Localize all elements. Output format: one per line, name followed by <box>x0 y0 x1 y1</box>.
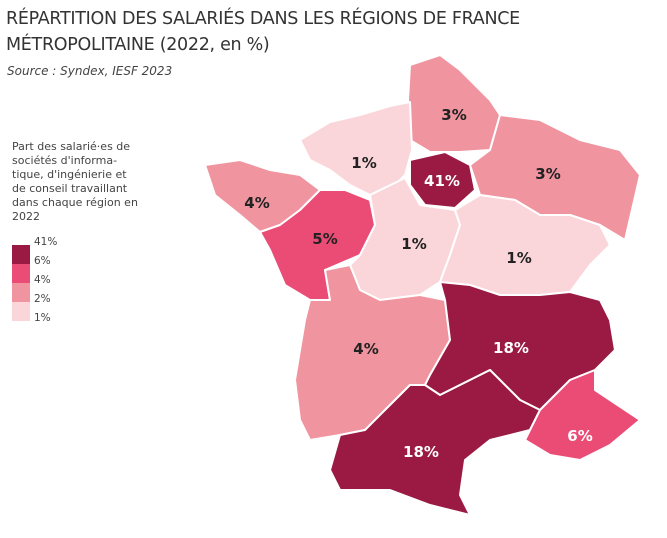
region-ile-de-france[interactable] <box>409 151 476 209</box>
region-label: 18% <box>403 443 439 461</box>
legend-break: 1% <box>34 312 51 324</box>
legend-break: 4% <box>34 274 51 286</box>
region-label: 3% <box>535 165 560 183</box>
region-label: 4% <box>244 194 269 212</box>
region-label: 41% <box>424 172 460 190</box>
map-title: RÉPARTITION DES SALARIÉS DANS LES RÉGION… <box>6 6 520 58</box>
legend-swatch <box>12 264 30 283</box>
source: Source : Syndex, IESF 2023 <box>7 64 173 78</box>
legend-break: 41% <box>34 236 58 248</box>
region-bourgogne-franche-comte[interactable] <box>439 194 611 296</box>
title-line-1: RÉPARTITION DES SALARIÉS DANS LES RÉGION… <box>6 9 520 29</box>
region-label: 4% <box>353 340 378 358</box>
region-hauts-de-france[interactable] <box>407 54 501 153</box>
legend-break: 2% <box>34 293 51 305</box>
region-label: 3% <box>441 106 466 124</box>
region-label: 1% <box>506 249 531 267</box>
region-label: 18% <box>493 339 529 357</box>
title-line-2: MÉTROPOLITAINE (2022, en %) <box>6 35 270 55</box>
legend-title: Part des salarié·es de sociétés d'inform… <box>12 140 138 223</box>
region-label: 6% <box>567 427 592 445</box>
region-label: 1% <box>351 154 376 172</box>
region-label: 1% <box>401 235 426 253</box>
region-normandie[interactable] <box>299 101 413 196</box>
legend-swatch <box>12 283 30 302</box>
region-provence-alpes-cote-dazur[interactable] <box>524 369 641 461</box>
legend-swatch <box>12 245 30 264</box>
region-label: 5% <box>312 230 337 248</box>
legend-swatch <box>12 302 30 321</box>
legend-break: 6% <box>34 255 51 267</box>
